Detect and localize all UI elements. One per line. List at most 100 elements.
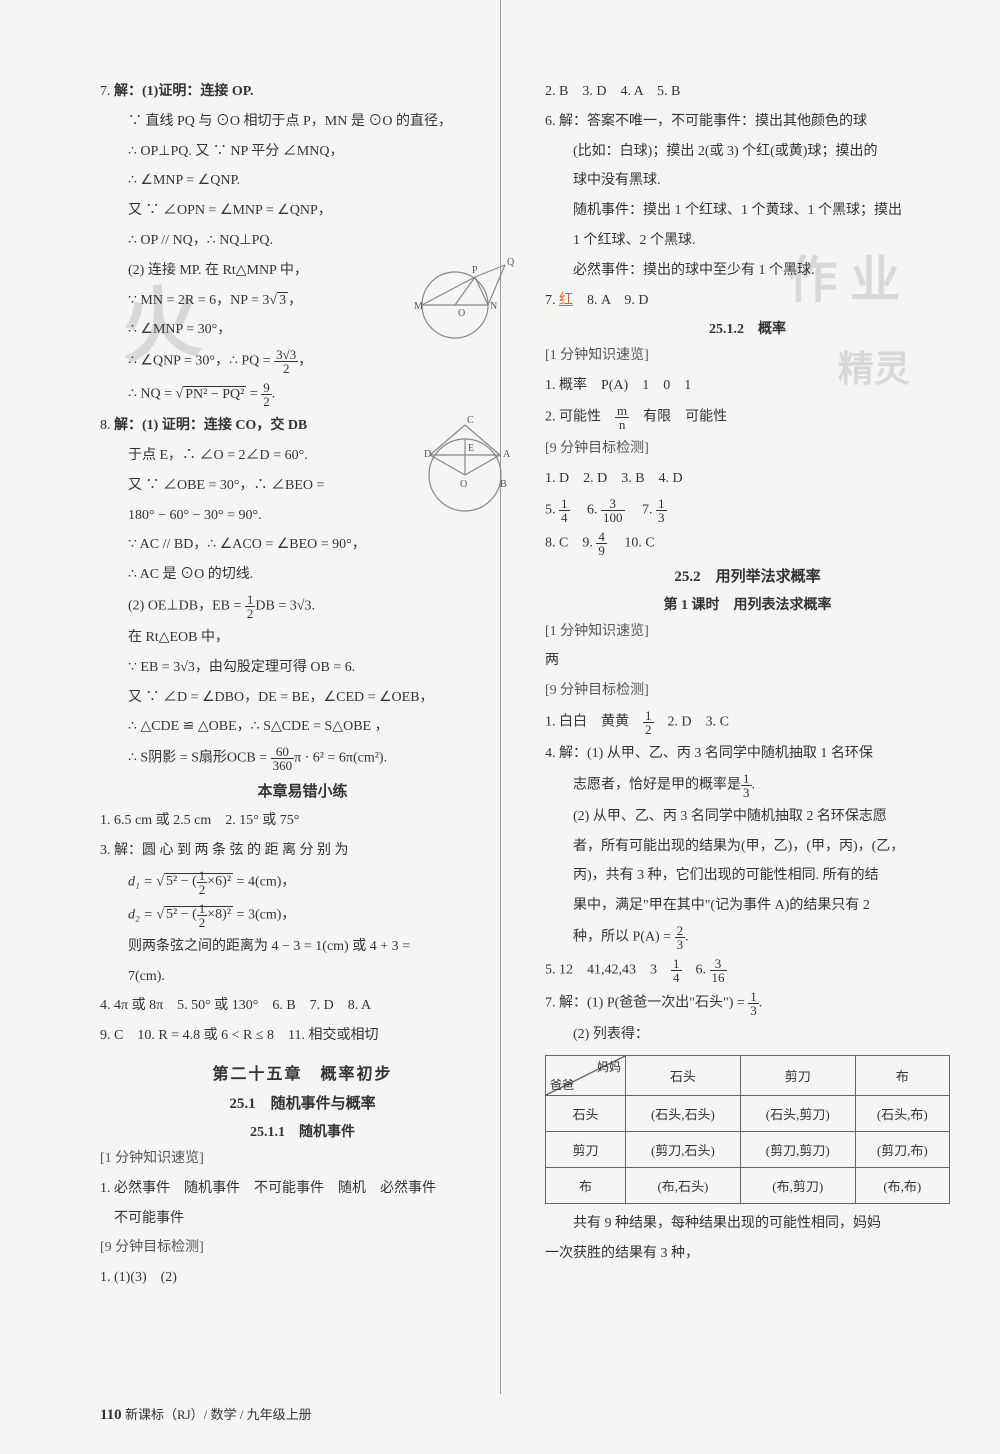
row-header-2: 布 bbox=[546, 1167, 626, 1203]
frac-den: 4 bbox=[559, 511, 570, 524]
ew-d1s2: ×6)² bbox=[207, 874, 231, 889]
ew-d2: d₂ = √5² − (12×8)² = 3(cm)， bbox=[100, 902, 505, 929]
q8-l12: ∴ S阴影 = S扇形OCB = 60360π · 6² = 6π(cm²). bbox=[100, 745, 505, 772]
q8-l9: ∵ EB = 3√3，由勾股定理可得 OB = 6. bbox=[100, 656, 505, 680]
r252-q4-6: 果中，满足"甲在其中"(记为事件 A)的结果只有 2 bbox=[545, 894, 950, 918]
r-top-l1: 2. B 3. D 4. A 5. B bbox=[545, 80, 950, 104]
q8-l11: ∴ △CDE ≌ △OBE，∴ S△CDE = S△OBE ， bbox=[100, 715, 505, 739]
q8-l7b: DB = 3√3. bbox=[255, 599, 315, 614]
q8-frac: 12 bbox=[245, 593, 256, 620]
ew-d2-frac: 12 bbox=[197, 902, 208, 929]
svg-text:D: D bbox=[424, 449, 431, 460]
q4-frac2: 23 bbox=[675, 924, 686, 951]
table-header-row: 妈妈 爸爸 石头 剪刀 布 bbox=[546, 1055, 950, 1095]
ew-d1s1: 5² − ( bbox=[166, 874, 197, 889]
k1-bracket: [1 分钟知识速览] bbox=[100, 1147, 505, 1171]
cell-1-1: (剪刀,剪刀) bbox=[740, 1131, 855, 1167]
q8-l5: ∵ AC // BD，∴ ∠ACO = ∠BEO = 90°， bbox=[100, 533, 505, 557]
r-top-l2: 6. 解：答案不唯一，不可能事件：摸出其他颜色的球 bbox=[545, 110, 950, 134]
frac-num: 1 bbox=[741, 772, 752, 786]
q7-l8a: ∵ MN = 2R = 6，NP = 3 bbox=[128, 293, 269, 308]
red-ans: 红 bbox=[559, 293, 573, 308]
r-a1: 1. D 2. D 3. B 4. D bbox=[545, 467, 950, 491]
section-25-1-2: 25.1.2 概率 bbox=[545, 318, 950, 338]
ch25-l2: 不可能事件 bbox=[100, 1207, 505, 1231]
q8-l8: 在 Rt△EOB 中， bbox=[100, 626, 505, 650]
col-header-2: 布 bbox=[855, 1055, 949, 1095]
ew-d2s1: 5² − ( bbox=[166, 907, 197, 922]
q7-sqrt2: PN² − PQ² bbox=[183, 386, 246, 402]
frac-den: 4 bbox=[671, 971, 682, 984]
frac-den: 100 bbox=[601, 511, 625, 524]
easy-wrong-title: 本章易错小练 bbox=[100, 780, 505, 801]
r-frac6: 3100 bbox=[601, 497, 625, 524]
frac-num: 3 bbox=[601, 497, 625, 511]
r-2512-l2: 2. 可能性 mn 有限 可能性 bbox=[545, 404, 950, 431]
q8-l6: ∴ AC 是 ⊙O 的切线. bbox=[100, 563, 505, 587]
q7-frac: 13 bbox=[748, 990, 759, 1017]
chapter-25-title: 第二十五章 概率初步 bbox=[100, 1060, 505, 1084]
q7-l5: 又 ∵ ∠OPN = ∠MNP = ∠QNP， bbox=[100, 199, 505, 223]
q7-1a: 7. 解：(1) P(爸爸一次出"石头") = bbox=[545, 996, 748, 1011]
frac-num: 3√3 bbox=[274, 348, 298, 362]
frac-den: n bbox=[615, 418, 629, 431]
frac-den: 3 bbox=[675, 938, 686, 951]
header-top: 妈妈 bbox=[597, 1058, 621, 1075]
cell-2-0: (布,石头) bbox=[626, 1167, 741, 1203]
r-top-l3: (比如：白球)；摸出 2(或 3) 个红(或黄)球；摸出的 bbox=[545, 140, 950, 164]
r-frac5: 14 bbox=[559, 497, 570, 524]
r252-a1b: 2. D 3. C bbox=[654, 715, 729, 730]
r252-q7-2: (2) 列表得： bbox=[545, 1023, 950, 1047]
q7-l4: ∴ ∠MNP = ∠QNP. bbox=[100, 169, 505, 193]
ew-d2s2: ×8)² bbox=[207, 907, 231, 922]
svg-text:M: M bbox=[414, 301, 423, 312]
table-row: 剪刀 (剪刀,石头) (剪刀,剪刀) (剪刀,布) bbox=[546, 1131, 950, 1167]
frac-den: 3 bbox=[656, 511, 667, 524]
frac-num: 1 bbox=[245, 593, 256, 607]
frac-num: 2 bbox=[675, 924, 686, 938]
table-diag-header: 妈妈 爸爸 bbox=[546, 1055, 626, 1095]
frac-den: 360 bbox=[271, 759, 295, 772]
k9-bracket: [9 分钟目标检测] bbox=[100, 1236, 505, 1260]
ew-d1-sqrt: 5² − (12×6)² bbox=[164, 873, 233, 889]
r-top-l8: 7. 红 8. A 9. D bbox=[545, 289, 950, 313]
r252-k9: [9 分钟目标检测] bbox=[545, 679, 950, 703]
q8-frac2: 60360 bbox=[271, 745, 295, 772]
q7-1b: . bbox=[759, 996, 763, 1011]
cell-0-1: (石头,剪刀) bbox=[740, 1095, 855, 1131]
q7-line1: 7. 解：(1)证明：连接 OP. bbox=[100, 80, 505, 104]
r-frac-mn: mn bbox=[615, 404, 629, 431]
q8-l1: 解：(1) 证明：连接 CO，交 DB bbox=[114, 418, 307, 433]
two-column-layout: M N O P Q A B C D E O 7. 解：(1)证明：连接 OP. … bbox=[100, 80, 950, 1296]
r252-a1: 1. 白白 黄黄 12 2. D 3. C bbox=[545, 709, 950, 736]
q7-l10a: ∴ ∠QNP = 30°，∴ PQ = bbox=[128, 354, 274, 369]
row-header-0: 石头 bbox=[546, 1095, 626, 1131]
r252-a1a: 1. 白白 黄黄 bbox=[545, 715, 643, 730]
svg-text:A: A bbox=[503, 449, 511, 460]
q7-l10: ∴ ∠QNP = 30°，∴ PQ = 3√32， bbox=[100, 348, 505, 375]
r-a2-7: 7. bbox=[628, 502, 656, 517]
r-l2a: 2. 可能性 bbox=[545, 410, 615, 425]
r-frac7: 13 bbox=[656, 497, 667, 524]
frac-num: 1 bbox=[748, 990, 759, 1004]
ch25-l3: 1. (1)(3) (2) bbox=[100, 1266, 505, 1290]
page-footer: 110 新课标（RJ）/ 数学 / 九年级上册 bbox=[100, 1404, 312, 1424]
r252-q4-4: 者，所有可能出现的结果为(甲，乙)，(甲，丙)，(乙， bbox=[545, 835, 950, 859]
frac-den: 2 bbox=[197, 883, 208, 896]
q7-frac2: 92 bbox=[261, 381, 272, 408]
ew-d2-sqrt: 5² − (12×8)² bbox=[164, 906, 233, 922]
q7-l1: 解：(1)证明：连接 OP. bbox=[114, 84, 253, 99]
a5a: 5. 12 41,42,43 3 bbox=[545, 963, 671, 978]
q8-l12a: ∴ S阴影 = S扇形OCB = bbox=[128, 751, 271, 766]
r-a3: 8. C 9. 49 10. C bbox=[545, 530, 950, 557]
r-top-l6: 1 个红球、2 个黑球. bbox=[545, 229, 950, 253]
svg-text:Q: Q bbox=[507, 257, 515, 268]
r252-q7-4: 一次获胜的结果有 3 种， bbox=[545, 1242, 950, 1266]
frac-num: 3 bbox=[710, 957, 727, 971]
r-a2-6: 6. bbox=[573, 502, 601, 517]
frac-den: 9 bbox=[596, 544, 607, 557]
ew-d2eq: = 3(cm)， bbox=[233, 907, 295, 922]
frac-den: 2 bbox=[274, 362, 298, 375]
ew-d1-frac: 12 bbox=[197, 869, 208, 896]
q4-7b: . bbox=[685, 930, 689, 945]
